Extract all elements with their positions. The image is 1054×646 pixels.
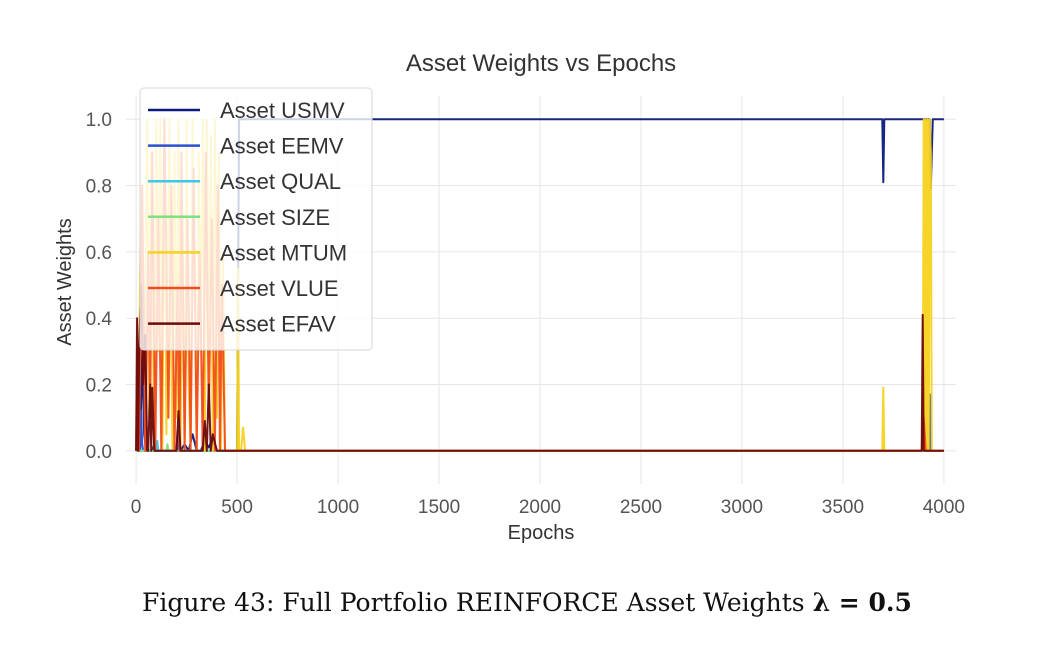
x-tick-label: 1000 (317, 497, 359, 518)
caption-lambda: λ = 0.5 (812, 588, 912, 617)
x-tick-label: 1500 (418, 497, 460, 518)
x-tick-label: 4000 (923, 497, 965, 518)
x-tick-label: 0 (131, 497, 142, 518)
figure-caption: Figure 43: Full Portfolio REINFORCE Asse… (0, 588, 1054, 617)
legend-label: Asset EFAV (220, 312, 336, 337)
x-tick-label: 500 (221, 497, 253, 518)
y-tick-label: 1.0 (86, 110, 112, 131)
caption-text: Figure 43: Full Portfolio REINFORCE Asse… (142, 588, 805, 617)
y-tick-label: 0.0 (86, 442, 112, 463)
legend-label: Asset VLUE (220, 276, 339, 301)
y-tick-label: 0.6 (86, 243, 112, 264)
x-tick-label: 3500 (822, 497, 864, 518)
legend-box (139, 87, 373, 351)
legend-label: Asset QUAL (220, 169, 341, 194)
legend-label: Asset EEMV (220, 134, 344, 159)
y-tick-label: 0.2 (86, 376, 112, 397)
y-axis-label: Asset Weights (54, 218, 76, 345)
legend-label: Asset SIZE (220, 205, 330, 230)
chart-title: Asset Weights vs Epochs (406, 50, 676, 77)
x-tick-label: 3000 (721, 497, 763, 518)
y-tick-label: 0.8 (86, 177, 112, 198)
legend: Asset USMV Asset EEMV Asset QUAL Asset SIZE… (139, 87, 373, 351)
x-tick-label: 2000 (519, 497, 561, 518)
legend-label: Asset MTUM (220, 240, 347, 265)
y-tick-label: 0.4 (86, 309, 113, 330)
legend-label: Asset USMV (220, 98, 345, 123)
x-tick-label: 2500 (620, 497, 662, 518)
x-axis-label: Epochs (508, 522, 575, 544)
